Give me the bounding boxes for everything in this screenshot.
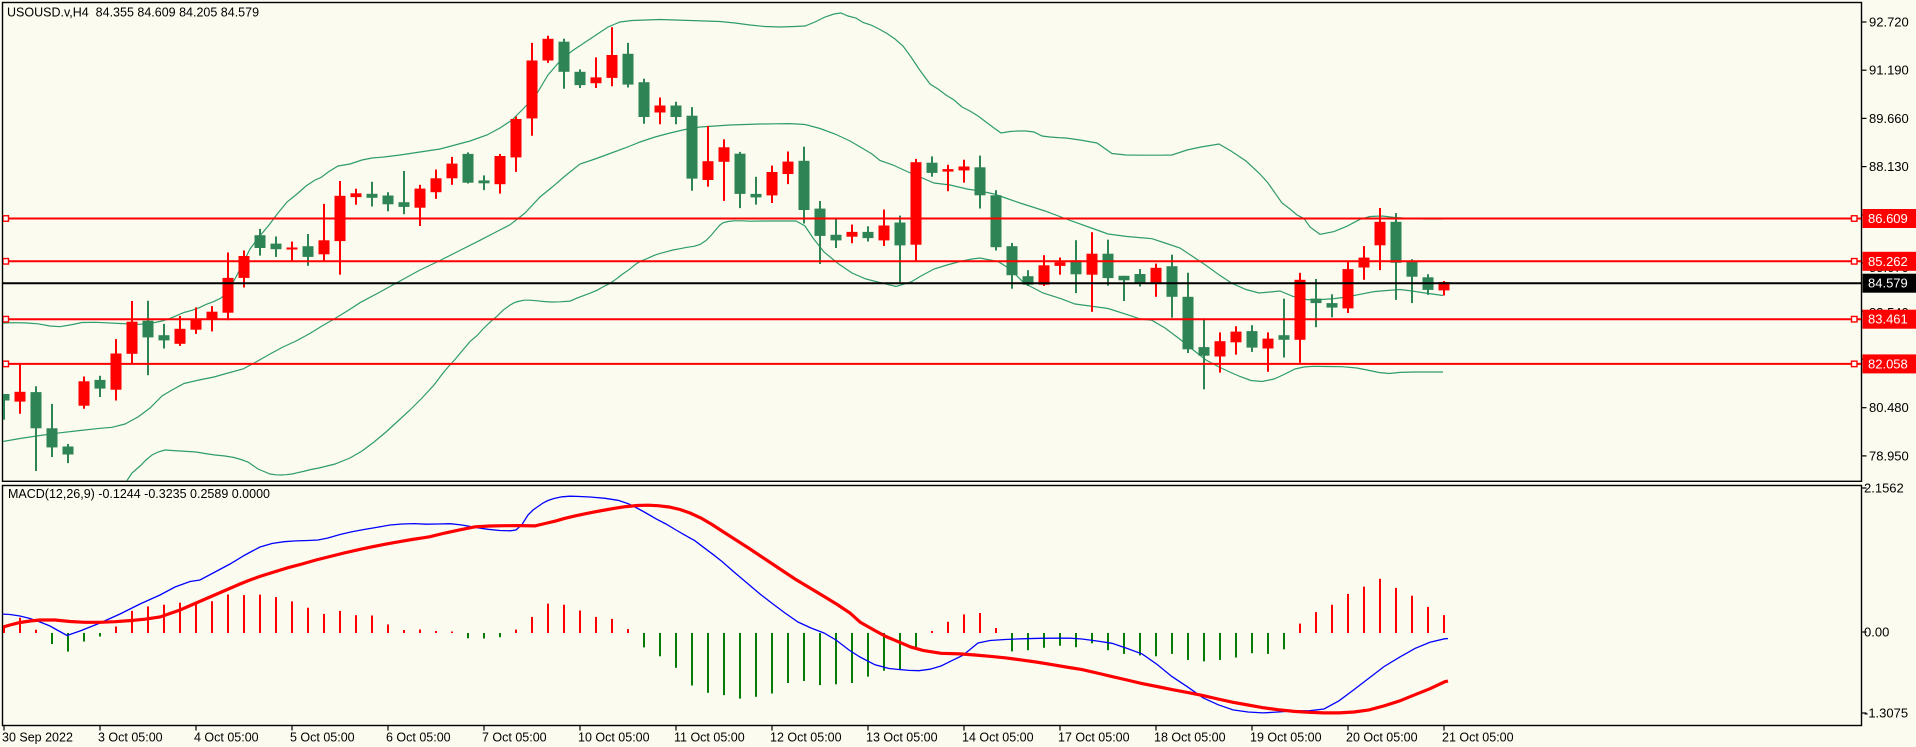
svg-text:12 Oct 05:00: 12 Oct 05:00 — [770, 731, 842, 745]
svg-text:84.579: 84.579 — [1868, 276, 1908, 291]
svg-text:85.262: 85.262 — [1868, 254, 1908, 269]
svg-text:MACD(12,26,9) -0.1244 -0.3235: MACD(12,26,9) -0.1244 -0.3235 0.2589 0.0… — [8, 487, 270, 501]
svg-text:78.950: 78.950 — [1869, 448, 1909, 463]
svg-text:20 Oct 05:00: 20 Oct 05:00 — [1346, 731, 1418, 745]
svg-text:2.1562: 2.1562 — [1864, 481, 1904, 496]
svg-text:19 Oct 05:00: 19 Oct 05:00 — [1250, 731, 1322, 745]
svg-text:USOUSD.v,H4 84.355 84.609 84.: USOUSD.v,H4 84.355 84.609 84.205 84.579 — [7, 6, 259, 20]
svg-text:6 Oct 05:00: 6 Oct 05:00 — [386, 731, 451, 745]
svg-text:18 Oct 05:00: 18 Oct 05:00 — [1154, 731, 1226, 745]
svg-text:86.609: 86.609 — [1868, 211, 1908, 226]
svg-text:10 Oct 05:00: 10 Oct 05:00 — [578, 731, 650, 745]
svg-text:3 Oct 05:00: 3 Oct 05:00 — [98, 731, 163, 745]
svg-text:0.00: 0.00 — [1864, 625, 1889, 640]
svg-text:89.660: 89.660 — [1869, 111, 1909, 126]
svg-text:21 Oct 05:00: 21 Oct 05:00 — [1442, 731, 1514, 745]
svg-text:13 Oct 05:00: 13 Oct 05:00 — [866, 731, 938, 745]
svg-text:80.480: 80.480 — [1869, 400, 1909, 415]
svg-text:82.058: 82.058 — [1868, 356, 1908, 371]
svg-text:4 Oct 05:00: 4 Oct 05:00 — [194, 731, 259, 745]
svg-text:30 Sep 2022: 30 Sep 2022 — [2, 731, 73, 745]
svg-text:7 Oct 05:00: 7 Oct 05:00 — [482, 731, 547, 745]
svg-text:11 Oct 05:00: 11 Oct 05:00 — [674, 731, 745, 745]
svg-text:14 Oct 05:00: 14 Oct 05:00 — [962, 731, 1034, 745]
svg-text:92.720: 92.720 — [1869, 15, 1909, 30]
svg-text:17 Oct 05:00: 17 Oct 05:00 — [1058, 731, 1130, 745]
svg-text:91.190: 91.190 — [1869, 63, 1909, 78]
svg-text:-1.3075: -1.3075 — [1864, 706, 1908, 721]
svg-text:83.461: 83.461 — [1868, 312, 1908, 327]
svg-text:5 Oct 05:00: 5 Oct 05:00 — [290, 731, 355, 745]
svg-text:88.130: 88.130 — [1869, 159, 1909, 174]
